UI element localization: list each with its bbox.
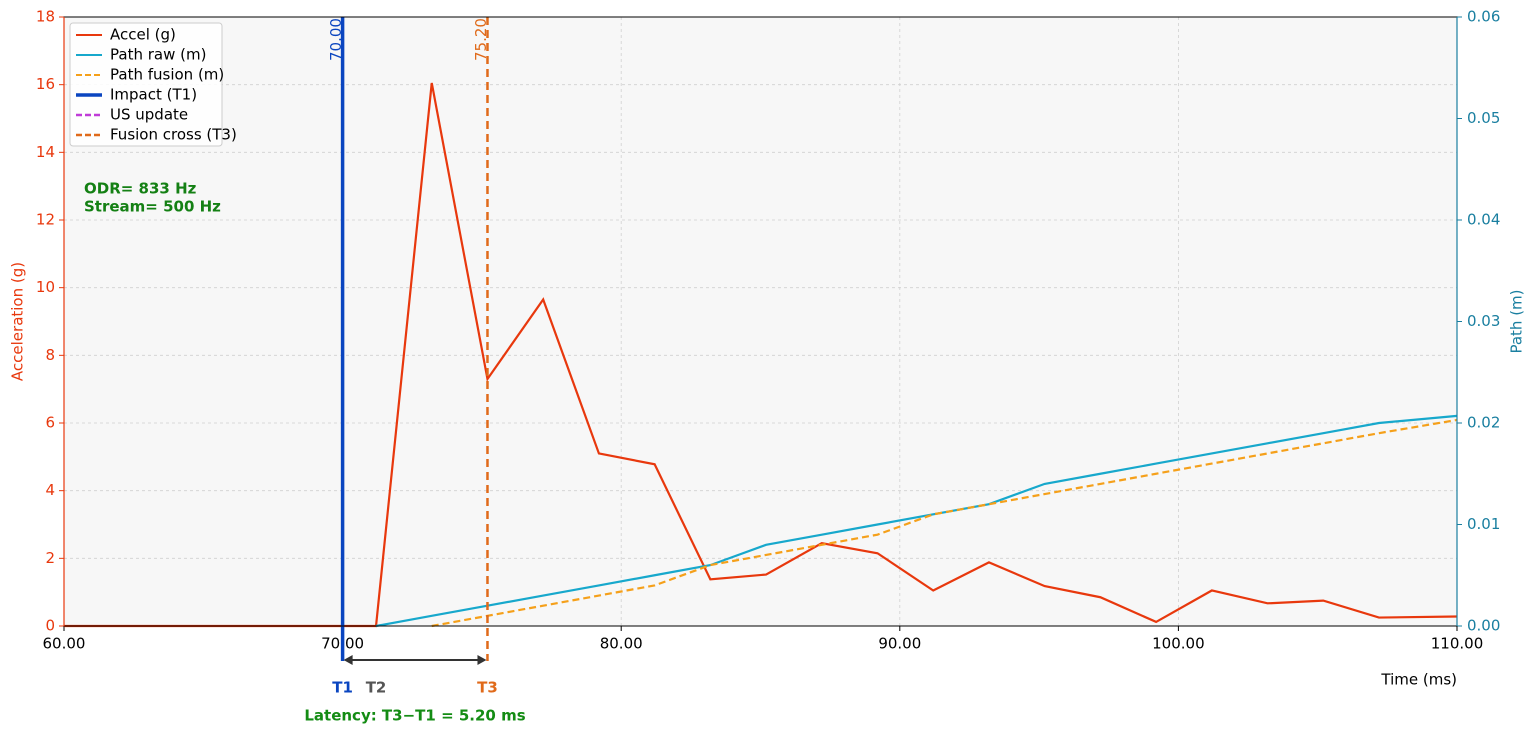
plot-area	[64, 17, 1457, 626]
y-tick-label: 6	[45, 414, 55, 432]
span-label: T3	[477, 679, 498, 697]
y2-tick-label: 0.00	[1467, 617, 1500, 635]
legend-label: Impact (T1)	[110, 86, 197, 104]
y-tick-label: 18	[36, 8, 55, 26]
y2-tick-label: 0.01	[1467, 515, 1500, 533]
legend-label: Accel (g)	[110, 26, 176, 44]
span-label: T1	[332, 679, 353, 697]
y-tick-label: 14	[36, 143, 55, 161]
y2-tick-label: 0.06	[1467, 8, 1500, 26]
latency-text: Latency: T3−T1 = 5.20 ms	[304, 707, 525, 725]
series-line	[375, 414, 1458, 628]
x-tick-label: 80.00	[600, 635, 643, 653]
rate-note: ODR= 833 Hz	[84, 180, 197, 198]
y-tick-label: 12	[36, 211, 55, 229]
y-axis-label: Acceleration (g)	[9, 262, 27, 381]
y-tick-label: 10	[36, 278, 55, 296]
y2-axis-label: Path (m)	[1508, 289, 1526, 353]
y2-tick-label: 0.05	[1467, 109, 1500, 127]
event-label: 70.00	[327, 18, 345, 61]
y2-tick-label: 0.03	[1467, 312, 1500, 330]
x-tick-label: 100.00	[1152, 635, 1205, 653]
x-tick-label: 90.00	[878, 635, 921, 653]
y-tick-label: 8	[45, 346, 55, 364]
series-line	[431, 418, 1458, 628]
legend-label: US update	[110, 106, 188, 124]
span-label: T2	[366, 679, 387, 697]
y-tick-label: 16	[36, 75, 55, 93]
series-line	[64, 82, 1458, 628]
y-tick-label: 2	[45, 549, 55, 567]
y2-tick-label: 0.04	[1467, 211, 1500, 229]
event-label: 75.20	[472, 18, 490, 61]
legend-label: Fusion cross (T3)	[110, 126, 237, 144]
legend-label: Path raw (m)	[110, 46, 206, 64]
rate-note: Stream= 500 Hz	[84, 198, 221, 216]
x-axis-label: Time (ms)	[1380, 671, 1457, 689]
y2-tick-label: 0.02	[1467, 414, 1500, 432]
legend-label: Path fusion (m)	[110, 66, 224, 84]
x-tick-label: 60.00	[43, 635, 86, 653]
x-tick-label: 110.00	[1431, 635, 1484, 653]
legend-box	[69, 22, 223, 147]
y-tick-label: 4	[45, 481, 55, 499]
y-tick-label: 0	[45, 617, 55, 635]
